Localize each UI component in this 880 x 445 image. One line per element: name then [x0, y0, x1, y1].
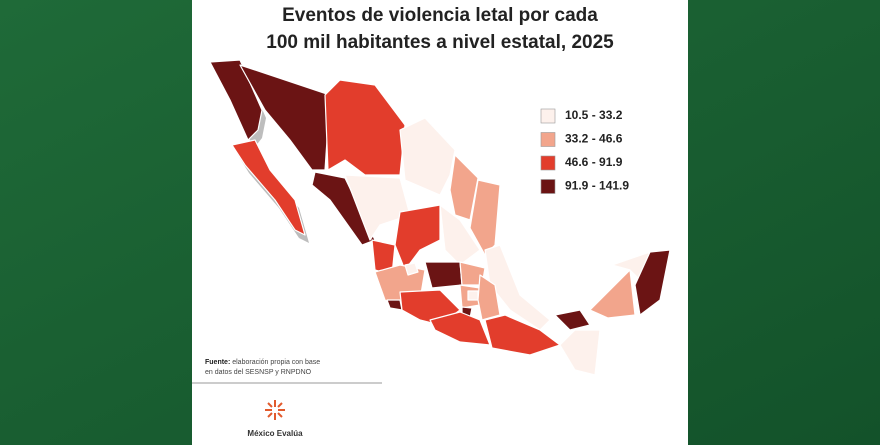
state [429, 311, 491, 346]
state [404, 262, 419, 276]
state [477, 274, 501, 321]
legend: 10.5 - 33.2 33.2 - 46.6 46.6 - 91.9 91.9 - … [540, 108, 629, 194]
title-line: 100 mil habitantes a nivel estatal, 2025 [266, 32, 614, 53]
source: Fuente: elaboración propia con base [205, 359, 320, 366]
state [589, 269, 636, 319]
state [439, 204, 481, 266]
legend-label: 46.6 - 91.9 [565, 155, 623, 169]
legend-swatch [540, 155, 556, 171]
state [449, 154, 479, 221]
state [311, 171, 376, 246]
legend-label: 33.2 - 46.6 [565, 132, 623, 146]
state [467, 290, 479, 301]
title-line: Eventos de violencia letal por cada [282, 5, 598, 26]
state [324, 79, 406, 176]
legend-swatch [540, 132, 556, 147]
logo-text: México Evalúa [247, 429, 303, 438]
logo-icon [265, 400, 285, 420]
legend-swatch [540, 179, 556, 194]
legend-label: 10.5 - 33.2 [565, 108, 623, 122]
source-label: Fuente: [205, 359, 230, 366]
source-text: en datos del SESNSP y RNPDNO [205, 369, 312, 376]
state [344, 174, 411, 241]
state [399, 117, 456, 196]
state [209, 59, 263, 141]
state [554, 309, 591, 331]
legend-swatch [540, 108, 556, 124]
state [559, 329, 601, 376]
legend-label: 91.9 - 141.9 [565, 179, 629, 193]
source-text: elaboración propia con base [232, 359, 320, 366]
state [634, 249, 671, 316]
state [424, 261, 463, 289]
map [209, 59, 671, 376]
state [231, 139, 306, 236]
